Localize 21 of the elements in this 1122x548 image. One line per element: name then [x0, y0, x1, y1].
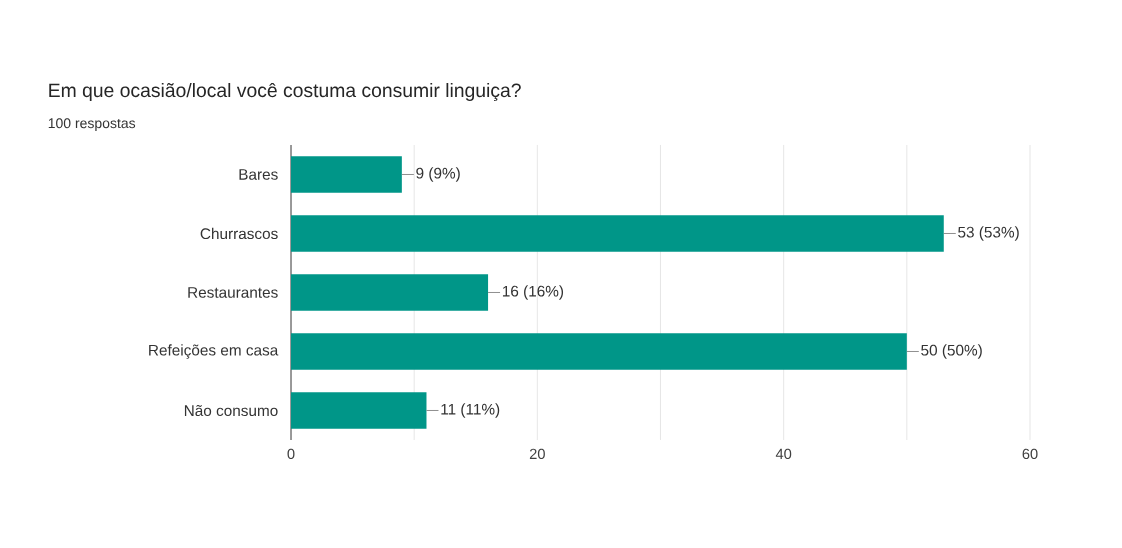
y-tick-label: Churrascos [200, 227, 278, 240]
y-tick-label: Bares [239, 169, 278, 180]
y-tick-label: Restaurantes [188, 287, 278, 298]
data-label: 53 (53%) [958, 226, 1019, 241]
bar [291, 392, 427, 429]
x-tick-label: 60 [1022, 448, 1038, 460]
x-tick-label: 40 [775, 448, 792, 460]
bar [291, 215, 944, 252]
y-tick-label: Refeições em casa [149, 344, 279, 359]
data-label: 11 (11%) [441, 403, 500, 418]
chart-title: Em que ocasião/local você costuma consumir linguiça? [49, 82, 521, 102]
bar [291, 333, 907, 370]
x-tick-label: 0 [287, 448, 295, 460]
data-label: 50 (50%) [921, 344, 982, 359]
bar [291, 156, 402, 193]
x-tick-label: 20 [529, 448, 545, 460]
data-label: 9 (9%) [416, 167, 460, 182]
text: 100 respostas [48, 118, 136, 131]
bar [291, 274, 489, 311]
y-tick-label: Não consumo [184, 404, 278, 417]
data-label: 16 (16%) [502, 285, 564, 300]
